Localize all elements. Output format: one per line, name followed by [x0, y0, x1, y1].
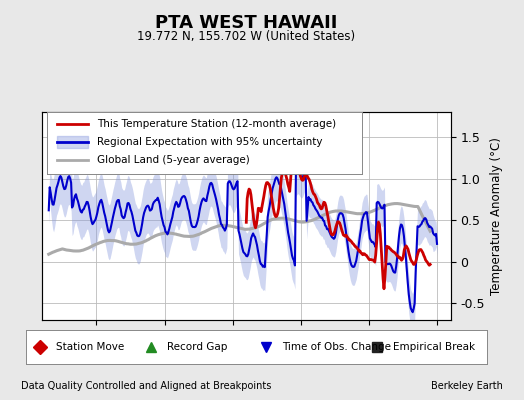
Text: This Temperature Station (12-month average): This Temperature Station (12-month avera… [97, 119, 336, 129]
Text: Time of Obs. Change: Time of Obs. Change [282, 342, 391, 352]
Text: Global Land (5-year average): Global Land (5-year average) [97, 155, 250, 165]
Text: Empirical Break: Empirical Break [393, 342, 475, 352]
Text: Station Move: Station Move [56, 342, 124, 352]
Text: Record Gap: Record Gap [167, 342, 227, 352]
Y-axis label: Temperature Anomaly (°C): Temperature Anomaly (°C) [490, 137, 504, 295]
Text: Data Quality Controlled and Aligned at Breakpoints: Data Quality Controlled and Aligned at B… [21, 381, 271, 391]
Text: Regional Expectation with 95% uncertainty: Regional Expectation with 95% uncertaint… [97, 137, 323, 147]
Text: Berkeley Earth: Berkeley Earth [431, 381, 503, 391]
Text: 19.772 N, 155.702 W (United States): 19.772 N, 155.702 W (United States) [137, 30, 355, 43]
Text: PTA WEST HAWAII: PTA WEST HAWAII [155, 14, 337, 32]
